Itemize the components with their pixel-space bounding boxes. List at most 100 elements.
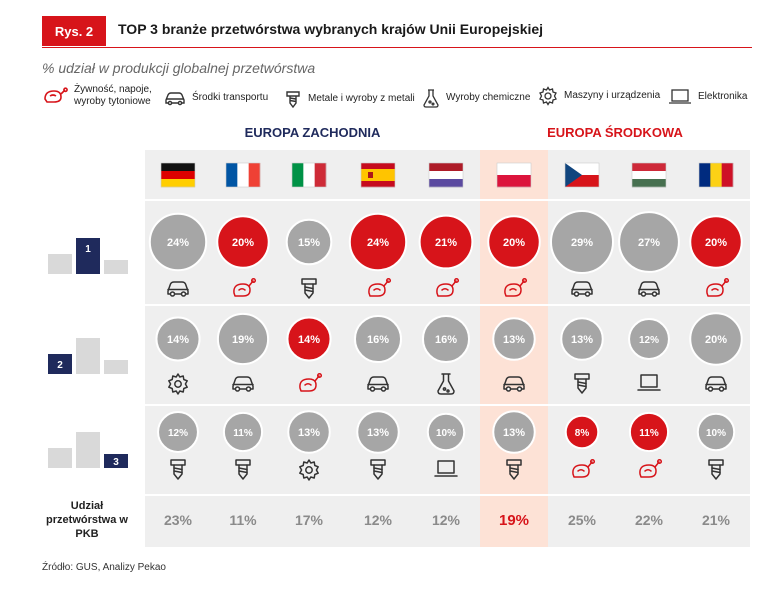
podium-bar (104, 260, 128, 274)
bubble-circle (628, 411, 670, 453)
flask-icon (423, 89, 439, 108)
bubble-circle (155, 316, 201, 362)
bubble-circle (353, 314, 403, 364)
food-icon (436, 277, 460, 297)
legend-item-chemicals: Wyroby chemiczne (422, 88, 530, 108)
row-divider (145, 494, 750, 496)
bubble-netherlands-rank-2: 16% (421, 314, 471, 364)
gear-icon (539, 86, 557, 106)
legend-item-electronics: Elektronika (668, 88, 747, 106)
bubble-spain-rank-3: 13% (356, 410, 400, 454)
screw-icon (574, 373, 590, 394)
bubble-value-label: 16% (435, 334, 457, 346)
bubble-romania-rank-1: 20% (689, 215, 743, 269)
bubble-hungary-rank-3: 11% (628, 411, 670, 453)
legend-label: Elektronika (698, 91, 748, 102)
food-icon (706, 277, 730, 297)
bubble-circle (418, 214, 474, 270)
bubble-circle (285, 218, 333, 266)
screw-icon (170, 459, 186, 480)
bubble-value-label: 24% (167, 237, 189, 249)
bubble-value-label: 27% (638, 237, 660, 249)
screw-icon (286, 91, 300, 108)
bubble-circle (426, 412, 466, 452)
bubble-value-label: 16% (367, 334, 389, 346)
food-icon (233, 277, 257, 297)
bubble-germany-rank-1: 24% (148, 212, 208, 272)
flag-czechia-icon (564, 162, 600, 188)
gear-icon (168, 373, 188, 395)
row-divider (145, 404, 750, 406)
flag-hungary-icon (631, 162, 667, 188)
bubble-value-label: 14% (167, 334, 189, 346)
bubble-czechia-rank-2: 13% (560, 317, 604, 361)
bubble-spain-rank-1: 24% (348, 212, 408, 272)
bubble-value-label: 13% (503, 427, 525, 439)
bubble-poland-rank-2: 13% (492, 317, 536, 361)
car-icon (503, 376, 525, 392)
legend-label: Maszyny i urządzenia (564, 90, 661, 101)
pkb-value-czechia: 25% (567, 512, 597, 528)
bubble-value-label: 12% (639, 335, 659, 346)
laptop-icon (637, 374, 661, 391)
bubble-circle (222, 411, 264, 453)
bubble-circle (689, 215, 743, 269)
flag-france-icon (225, 162, 261, 188)
pkb-value-romania: 21% (701, 512, 731, 528)
flag-italy-icon (291, 162, 327, 188)
rank-2-marker: 2 (48, 338, 128, 374)
bubble-circle (560, 317, 604, 361)
food-icon (504, 277, 528, 297)
screw-icon (708, 459, 724, 480)
row-divider (145, 199, 750, 201)
figure-subtitle: % udział w produkcji globalnej przetwórs… (42, 60, 316, 76)
pkb-value-netherlands: 12% (431, 512, 461, 528)
bubble-value-label: 24% (367, 237, 389, 249)
bubble-value-label: 29% (571, 237, 593, 249)
bubble-value-label: 13% (298, 427, 320, 439)
bubble-hungary-rank-1: 27% (618, 211, 680, 273)
bubble-france-rank-1: 20% (216, 215, 270, 269)
bubble-circle (356, 410, 400, 454)
legend-item-metals: Metale i wyroby z metali (284, 90, 415, 108)
legend: Żywność, napoje, wyroby tytoniowe Środki… (42, 84, 762, 112)
flag-romania-icon (698, 162, 734, 188)
group-label-central: EUROPA ŚRODKOWA (547, 125, 683, 140)
group-label-west: EUROPA ZACHODNIA (244, 125, 381, 140)
podium-bar (76, 238, 100, 274)
laptop-icon (669, 89, 691, 104)
pkb-value-poland: 19% (498, 512, 530, 529)
bubble-circle (696, 412, 736, 452)
bubble-circle (550, 210, 614, 274)
bubble-value-label: 11% (639, 428, 659, 439)
figure-badge: Rys. 2 (42, 16, 106, 46)
bubble-value-label: 20% (705, 237, 727, 249)
legend-label: Wyroby chemiczne (446, 92, 531, 103)
podium-bar (48, 448, 72, 468)
screw-icon (370, 459, 386, 480)
food-icon (299, 372, 323, 392)
pkb-row-label: Udział przetwórstwa w PKB (46, 500, 128, 540)
bubble-czechia-rank-1: 29% (550, 210, 614, 274)
podium-bar (48, 354, 72, 374)
bubble-circle (421, 314, 471, 364)
bubble-circle (286, 316, 332, 362)
screw-icon (235, 459, 251, 480)
bubble-france-rank-2: 19% (216, 312, 270, 366)
car-icon (571, 281, 593, 297)
bubble-circle (148, 212, 208, 272)
bubble-italy-rank-3: 13% (287, 410, 331, 454)
podium-bar (48, 254, 72, 274)
figure-title: TOP 3 branże przetwórstwa wybranych kraj… (118, 21, 544, 37)
bubble-hungary-rank-2: 12% (628, 318, 670, 360)
flag-germany-icon (160, 162, 196, 188)
bubble-value-label: 15% (298, 237, 320, 249)
bubble-value-label: 14% (298, 334, 320, 346)
bubble-circle (492, 317, 536, 361)
bubble-romania-rank-2: 20% (689, 312, 743, 366)
bubble-netherlands-rank-3: 10% (426, 412, 466, 452)
bubble-value-label: 20% (503, 237, 525, 249)
screw-icon (506, 459, 522, 480)
bubble-italy-rank-1: 15% (285, 218, 333, 266)
